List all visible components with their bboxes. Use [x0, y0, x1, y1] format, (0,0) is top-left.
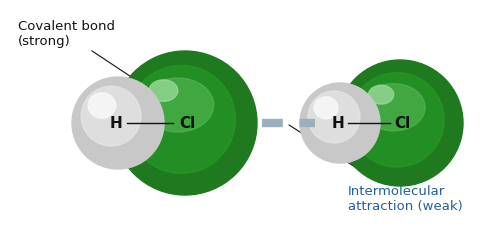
- Ellipse shape: [369, 85, 394, 104]
- Text: Covalent bond
(strong): Covalent bond (strong): [18, 20, 163, 98]
- Ellipse shape: [362, 84, 425, 131]
- Circle shape: [113, 51, 257, 195]
- Text: H: H: [110, 116, 122, 130]
- Circle shape: [300, 83, 380, 163]
- Ellipse shape: [81, 86, 141, 146]
- Ellipse shape: [350, 73, 444, 167]
- Text: Cl: Cl: [179, 116, 195, 130]
- Ellipse shape: [142, 78, 214, 132]
- Ellipse shape: [88, 93, 116, 118]
- Circle shape: [337, 60, 463, 186]
- Text: H: H: [332, 116, 344, 130]
- Ellipse shape: [314, 97, 338, 119]
- Text: Cl: Cl: [394, 116, 410, 130]
- Ellipse shape: [308, 91, 360, 143]
- Text: Intermolecular
attraction (weak): Intermolecular attraction (weak): [289, 125, 463, 213]
- Ellipse shape: [149, 80, 178, 102]
- Ellipse shape: [127, 65, 235, 173]
- Circle shape: [72, 77, 164, 169]
